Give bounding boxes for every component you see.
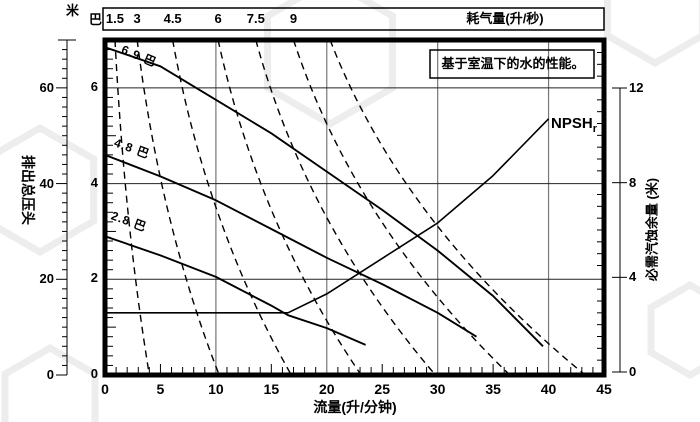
left-axis-tick-label: 20 (39, 271, 54, 287)
npsh-text: NPSH (551, 115, 593, 132)
x-axis-tick-label: 45 (596, 381, 612, 397)
air-scale-label: 6 (214, 11, 222, 26)
right-axis-tick-label: 0 (629, 364, 637, 379)
x-axis-tick-label: 35 (485, 381, 501, 397)
npsh-curve-label: NPSHr (551, 116, 597, 135)
left-axis-tick-label: 60 (39, 79, 54, 95)
bar-axis-unit: 巴 (89, 12, 103, 27)
x-axis-tick-label: 0 (101, 381, 109, 397)
bar-axis-tick-label: 4 (90, 174, 98, 190)
left-axis-tick-label: 0 (46, 367, 54, 382)
npsh-subscript: r (592, 123, 597, 135)
air-scale-label: 4.5 (163, 11, 182, 26)
air-scale-label: 3 (133, 11, 141, 26)
right-axis-tick-label: 4 (629, 269, 637, 285)
x-axis-title: 流量(升/分钟) (313, 399, 397, 415)
x-axis-tick-label: 30 (429, 381, 446, 397)
left-axis-unit: 米 (66, 3, 80, 18)
air-scale-label: 7.5 (246, 11, 265, 26)
right-axis-tick-label: 12 (629, 80, 644, 95)
x-axis-tick-label: 40 (540, 381, 557, 397)
x-axis-tick-label: 10 (208, 381, 224, 397)
x-axis-tick-label: 15 (263, 381, 280, 397)
air-scale-label: 1.5 (105, 11, 124, 26)
left-axis-tick-label: 40 (39, 175, 54, 191)
air-scale-label: 9 (289, 11, 298, 26)
bar-axis-tick-label: 2 (90, 270, 98, 286)
x-axis-tick-label: 20 (318, 381, 335, 397)
left-axis-title: 排出总压头 (20, 155, 36, 225)
bar-axis-tick-label: 0 (90, 366, 98, 381)
top-axis-title: 耗气量(升/秒) (466, 11, 544, 26)
right-axis-tick-label: 8 (629, 174, 637, 190)
x-axis-tick-label: 25 (374, 381, 390, 397)
bar-axis-tick-label: 6 (90, 78, 98, 94)
note-box-text: 基于室温下的水的性能。 (441, 56, 585, 71)
x-axis-tick-label: 5 (156, 381, 165, 397)
